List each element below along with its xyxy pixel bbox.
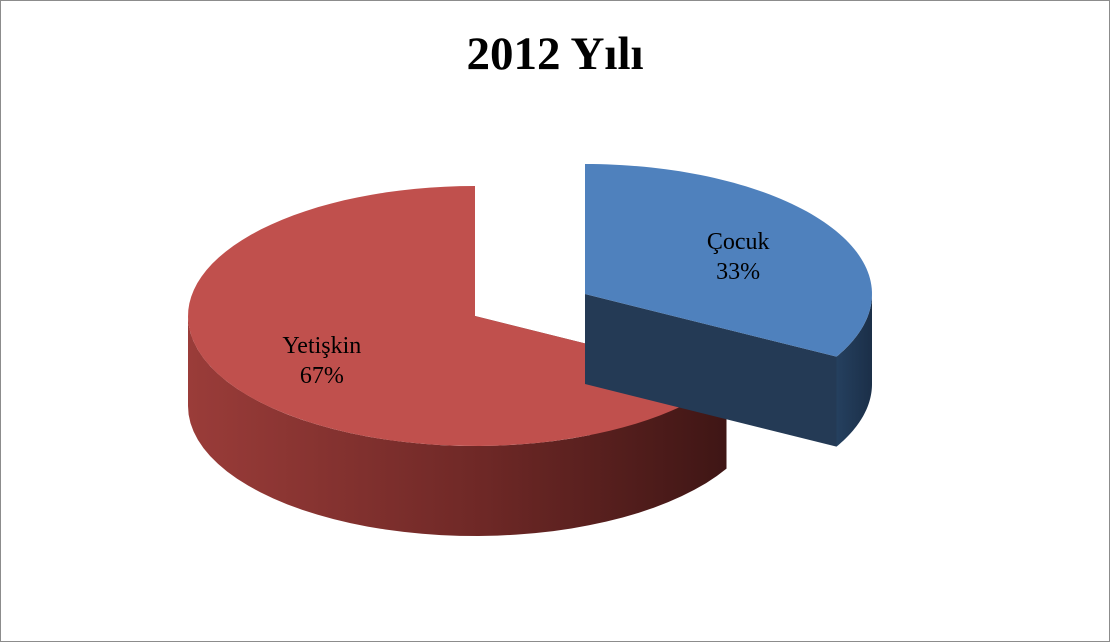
- slice-category-label: Yetişkin: [282, 333, 361, 359]
- slice--ocuk: Çocuk 33%: [585, 164, 872, 447]
- slice-category-label: Çocuk: [707, 229, 770, 255]
- slice-side: [188, 316, 727, 536]
- slice-percent-label: 33%: [716, 259, 760, 285]
- slice-side: [836, 294, 872, 447]
- slice-percent-label: 67%: [300, 363, 344, 389]
- chart-title: 2012 Yılı: [466, 28, 644, 80]
- slice-wall: [585, 294, 837, 447]
- slice-top: [585, 164, 872, 357]
